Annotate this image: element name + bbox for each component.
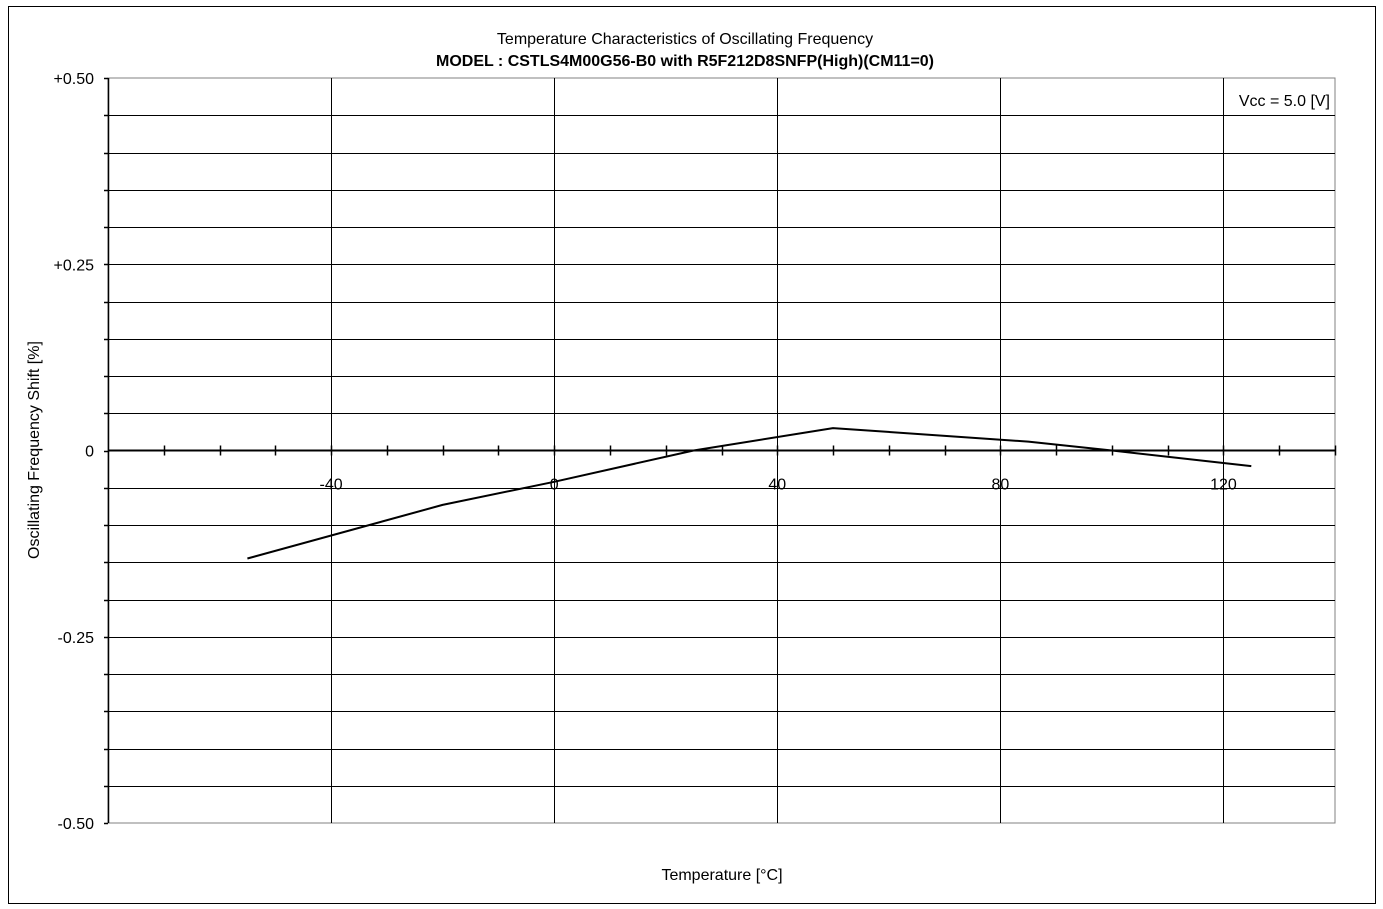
y-tick-label: +0.25 bbox=[54, 257, 95, 274]
x-tick-label: 0 bbox=[550, 477, 559, 494]
chart-title: Temperature Characteristics of Oscillati… bbox=[497, 31, 873, 48]
vcc-annotation: Vcc = 5.0 [V] bbox=[1239, 93, 1330, 110]
plot-layer: +0.50 +0.25 0 -0.25 -0.50 -40 0 40 80 120 bbox=[54, 71, 1337, 833]
y-tick-label: -0.50 bbox=[58, 816, 95, 833]
y-axis-label: Oscillating Frequency Shift [%] bbox=[26, 341, 43, 559]
x-tick-label: 120 bbox=[1210, 477, 1237, 494]
y-tick-label: +0.50 bbox=[54, 71, 95, 88]
series-line bbox=[247, 427, 1252, 560]
chart-frame bbox=[8, 6, 1376, 904]
x-tick-label: 80 bbox=[991, 477, 1009, 494]
y-tick-label: 0 bbox=[85, 444, 94, 461]
chart-subtitle: MODEL : CSTLS4M00G56-B0 with R5F212D8SNF… bbox=[436, 53, 934, 70]
y-tick-label: -0.25 bbox=[58, 630, 95, 647]
x-axis-label: Temperature [°C] bbox=[661, 867, 782, 884]
x-tick-label: -40 bbox=[320, 477, 343, 494]
x-tick-label: 40 bbox=[768, 477, 786, 494]
